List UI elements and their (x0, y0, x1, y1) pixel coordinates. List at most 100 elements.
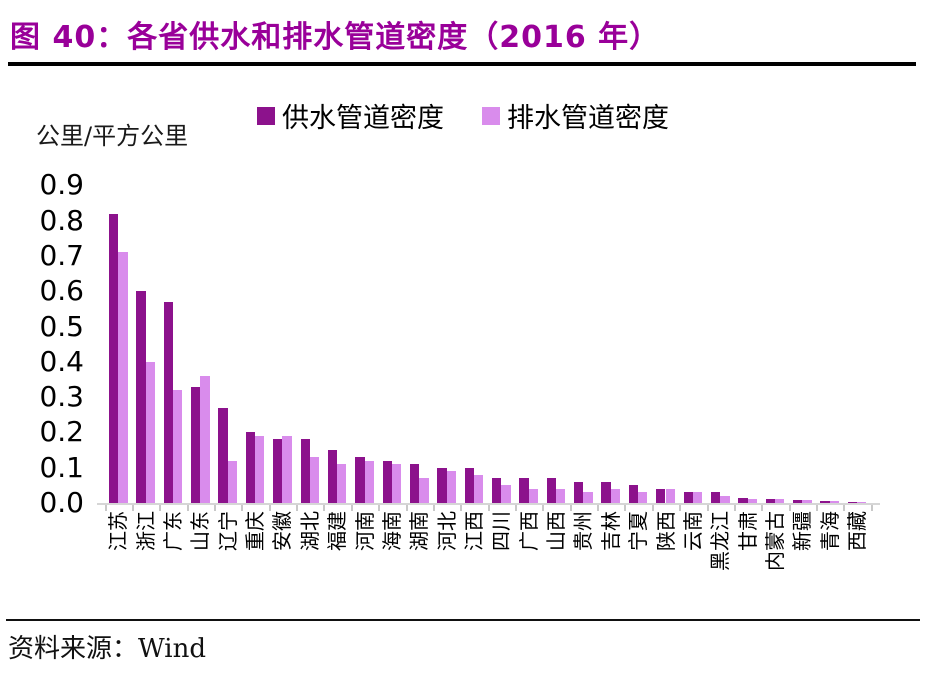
x-axis-tick (788, 505, 791, 511)
supply-bar-江西 (464, 467, 474, 503)
supply-bar-广西 (519, 478, 529, 503)
x-axis-label-江苏: 江苏 (106, 511, 131, 551)
drainage-bar-云南 (692, 492, 703, 503)
x-axis-label-吉林: 吉林 (598, 511, 623, 551)
x-axis-tick (679, 505, 682, 511)
x-axis-tick (378, 505, 381, 511)
drainage-bar-四川 (501, 485, 511, 503)
data-source-note: 资料来源：Wind (8, 634, 206, 664)
x-axis-label-辽宁: 辽宁 (215, 511, 240, 551)
x-axis-tick (870, 505, 873, 511)
legend-label-drainage: 排水管道密度 (507, 103, 669, 134)
x-axis-label-山东: 山东 (188, 511, 213, 551)
x-axis-tick (405, 505, 408, 511)
y-axis-tick-label: 0.9 (39, 168, 84, 202)
y-axis-unit-label: 公里/平方公里 (36, 122, 189, 150)
supply-bar-辽宁 (218, 407, 228, 503)
x-axis-tick (323, 505, 326, 511)
x-axis-tick (214, 505, 217, 511)
x-axis-tick (350, 505, 353, 511)
x-axis-label-陕西: 陕西 (653, 511, 678, 551)
supply-bar-宁夏 (628, 485, 639, 503)
x-axis-label-青海: 青海 (817, 511, 842, 551)
supply-series-swatch (257, 106, 275, 125)
supply-bar-云南 (683, 492, 693, 503)
x-axis-label-安徽: 安徽 (270, 511, 295, 551)
title-divider (8, 62, 916, 66)
drainage-series-swatch (482, 106, 500, 125)
drainage-bar-新疆 (802, 499, 812, 503)
supply-bar-甘肃 (738, 497, 748, 503)
x-axis-label-河北: 河北 (434, 511, 459, 551)
y-axis-tick-label: 0.5 (39, 309, 84, 343)
supply-bar-湖北 (300, 439, 310, 503)
drainage-bar-江苏 (118, 252, 128, 503)
y-axis-tick-label: 0.1 (39, 450, 84, 484)
y-axis-tick-label: 0.7 (39, 238, 84, 272)
supply-bar-广东 (163, 301, 174, 503)
x-axis-line (97, 503, 880, 505)
x-axis-label-广东: 广东 (161, 511, 186, 551)
x-axis-tick (241, 505, 244, 511)
y-axis-tick-label: 0.6 (39, 274, 84, 308)
drainage-bar-内蒙古 (774, 498, 785, 503)
x-axis-label-福建: 福建 (325, 511, 350, 551)
supply-bar-河北 (437, 467, 447, 503)
drainage-bar-重庆 (255, 435, 265, 503)
x-axis-tick (843, 505, 846, 511)
drainage-bar-陕西 (665, 488, 675, 503)
x-axis-label-甘肃: 甘肃 (735, 511, 760, 551)
x-axis-tick (761, 505, 764, 511)
x-axis-label-西藏: 西藏 (845, 511, 870, 551)
drainage-bar-广西 (528, 488, 538, 503)
supply-bar-西藏 (847, 501, 858, 503)
x-axis-tick (597, 505, 600, 511)
x-axis-tick (432, 505, 435, 511)
legend-label-supply: 供水管道密度 (282, 103, 444, 134)
x-axis-label-海南: 海南 (379, 511, 404, 551)
drainage-bar-江西 (473, 474, 484, 503)
x-axis-label-湖北: 湖北 (297, 511, 322, 551)
drainage-bar-西藏 (857, 502, 867, 503)
supply-bar-江苏 (109, 213, 119, 503)
x-axis-label-内蒙古: 内蒙古 (762, 511, 787, 571)
supply-bar-贵州 (574, 481, 584, 503)
x-axis-label-重庆: 重庆 (243, 511, 268, 551)
drainage-bar-青海 (829, 501, 839, 503)
drainage-bar-甘肃 (747, 498, 757, 503)
x-axis-tick (131, 505, 134, 511)
x-axis-tick (104, 505, 107, 511)
y-axis-tick-label: 0.3 (39, 380, 84, 414)
y-axis-tick-label: 0.8 (39, 203, 84, 237)
x-axis-label-山西: 山西 (544, 511, 569, 551)
drainage-bar-湖北 (309, 457, 320, 503)
x-axis-label-宁夏: 宁夏 (626, 511, 651, 551)
supply-bar-浙江 (136, 291, 146, 503)
supply-bar-陕西 (656, 488, 666, 503)
x-axis-tick (186, 505, 189, 511)
supply-bar-安徽 (273, 439, 283, 503)
x-axis-tick (487, 505, 490, 511)
drainage-bar-山东 (200, 375, 210, 503)
supply-bar-河南 (355, 457, 365, 503)
x-axis-tick (296, 505, 299, 511)
y-axis-tick-label: 0.4 (39, 344, 84, 378)
x-axis-label-浙江: 浙江 (133, 511, 158, 551)
drainage-bar-宁夏 (638, 492, 648, 503)
x-axis-tick (515, 505, 517, 511)
x-axis-tick (460, 505, 463, 511)
drainage-bar-吉林 (610, 488, 621, 503)
x-axis-label-河南: 河南 (352, 511, 377, 551)
x-axis-tick (815, 505, 818, 511)
x-axis-tick (733, 505, 736, 511)
supply-bar-海南 (382, 460, 392, 503)
figure-title: 图 40：各省供水和排水管道密度（2016 年） (10, 20, 661, 55)
x-axis-label-新疆: 新疆 (790, 511, 815, 551)
x-axis-tick (159, 505, 162, 511)
y-axis-tick-label: 0.0 (39, 486, 84, 519)
x-axis-label-湖南: 湖南 (407, 511, 432, 551)
x-axis-tick (569, 505, 572, 511)
drainage-bar-山西 (556, 488, 566, 503)
footer-divider (6, 619, 920, 621)
